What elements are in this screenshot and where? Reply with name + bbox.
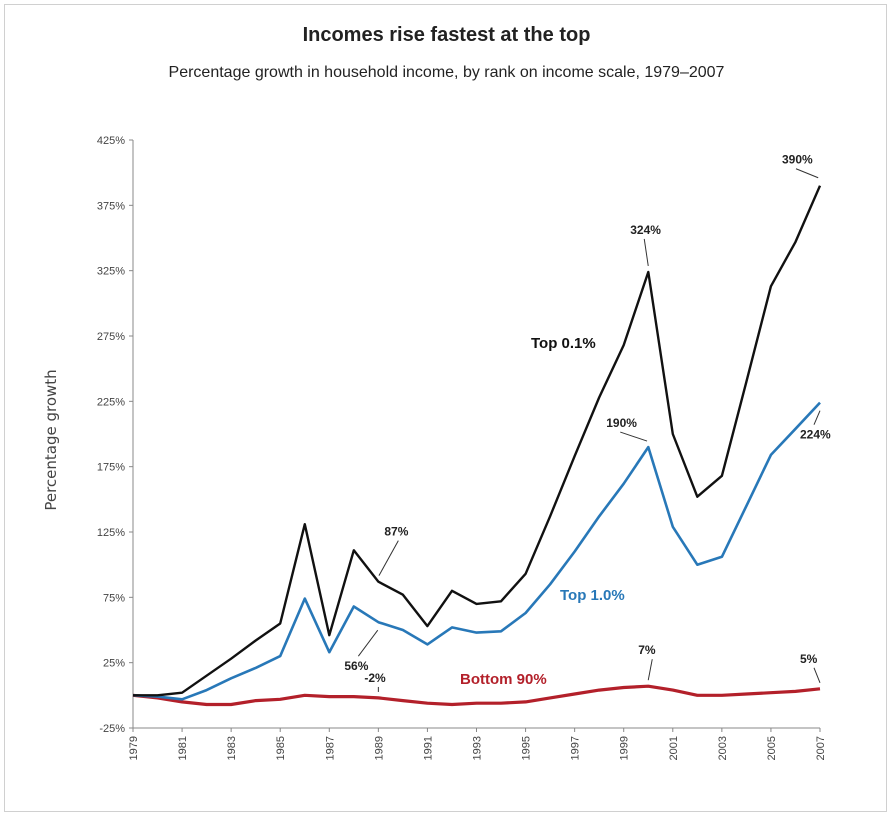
annotation-arrow bbox=[813, 410, 821, 425]
y-tick-label: 225% bbox=[97, 396, 125, 408]
annotation-label: 7% bbox=[638, 643, 656, 657]
x-tick-label: 1979 bbox=[128, 736, 140, 760]
y-tick-label: 275% bbox=[97, 331, 125, 343]
annotation-label: 56% bbox=[344, 659, 368, 673]
chart-subtitle: Percentage growth in household income, b… bbox=[168, 64, 725, 81]
annotations: 390% 324% 87% 190% 224% 56%-2% 7% 5% bbox=[344, 153, 831, 692]
y-axis-label: Percentage growth bbox=[42, 369, 60, 510]
x-tick-label: 2005 bbox=[766, 736, 778, 760]
series-line-bottom-90- bbox=[132, 684, 821, 707]
y-tick-label: 325% bbox=[97, 266, 125, 278]
y-tick-label: 175% bbox=[97, 462, 125, 474]
annotation-arrow bbox=[620, 431, 648, 442]
axes bbox=[132, 140, 820, 729]
annotation-arrow bbox=[378, 540, 399, 576]
x-tick-label: 2001 bbox=[668, 736, 680, 760]
annotation-arrow bbox=[795, 168, 819, 179]
x-tick-label: 1983 bbox=[226, 736, 238, 760]
series-line-top-0-1- bbox=[133, 185, 822, 697]
annotation-arrow bbox=[643, 238, 649, 267]
annotation-label: 390% bbox=[782, 153, 813, 167]
annotation-label: -2% bbox=[364, 671, 386, 685]
annotation-label: 190% bbox=[606, 416, 637, 430]
x-tick-label: 1997 bbox=[570, 736, 582, 760]
x-tick-label: 2007 bbox=[815, 736, 827, 760]
annotation-label: 87% bbox=[384, 525, 408, 539]
annotation-arrow bbox=[647, 659, 653, 681]
x-tick-label: 1995 bbox=[521, 736, 533, 760]
y-tick-label: 125% bbox=[97, 527, 125, 539]
x-tick-label: 1987 bbox=[324, 736, 336, 760]
chart-title: Incomes rise fastest at the top bbox=[302, 24, 591, 46]
annotation-arrow bbox=[813, 667, 821, 683]
annotation-arrow bbox=[357, 629, 379, 657]
y-tick-label: 75% bbox=[103, 592, 125, 604]
x-tick-label: 1985 bbox=[275, 736, 287, 760]
series-label-top-1-0: Top 1.0% bbox=[560, 587, 625, 604]
x-tick-label: 1999 bbox=[619, 736, 631, 760]
x-tick-label: 2003 bbox=[717, 736, 729, 760]
series-lines bbox=[132, 185, 822, 707]
y-tick-label: 375% bbox=[97, 200, 125, 212]
series-label-bottom-90: Bottom 90% bbox=[460, 671, 547, 688]
annotation-label: 5% bbox=[800, 652, 818, 666]
chart-frame bbox=[4, 4, 887, 812]
y-tick-label: 25% bbox=[103, 658, 125, 670]
tick-labels: -25% 25% 75% 125% 175% 225% 275% 325% 375% 425% 19… bbox=[97, 135, 827, 760]
series-line-top-1-0- bbox=[132, 401, 821, 701]
x-tick-label: 1981 bbox=[177, 736, 189, 760]
series-label-top-0-1: Top 0.1% bbox=[531, 335, 596, 352]
annotation-label: 224% bbox=[800, 428, 831, 442]
y-tick-label: 425% bbox=[97, 135, 125, 147]
y-tick-label: -25% bbox=[99, 723, 125, 735]
annotation-label: 324% bbox=[630, 223, 661, 237]
x-tick-label: 1989 bbox=[373, 736, 385, 760]
x-tick-label: 1993 bbox=[472, 736, 484, 760]
x-tick-label: 1991 bbox=[422, 736, 434, 760]
